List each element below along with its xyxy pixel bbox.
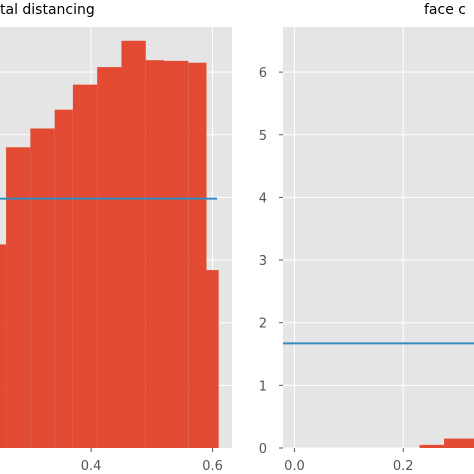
x-tick-label: 0.6: [202, 459, 223, 474]
histogram-bar: [188, 62, 207, 449]
x-tick-label: 0.4: [81, 459, 102, 474]
x-tick-label: 0.0: [284, 459, 305, 474]
y-tick-label: 6: [259, 66, 267, 81]
histogram-bar: [30, 128, 55, 448]
histogram-bar: [419, 444, 445, 448]
histogram-bar: [72, 84, 98, 448]
y-tick-label: 3: [259, 254, 267, 269]
y-tick-label: 5: [259, 129, 267, 144]
panel-face-covering: 0.0 0.2 0 1 2 3 4 5 6 face c: [259, 2, 474, 474]
histogram-bar: [145, 60, 164, 449]
histogram-bar: [0, 244, 7, 448]
y-tick-label: 0: [259, 442, 267, 457]
histogram-bar: [97, 67, 122, 448]
x-tick-label: 0.2: [393, 459, 414, 474]
chart-title: face c: [424, 2, 466, 18]
histogram-bar: [6, 147, 31, 449]
y-tick-label: 1: [259, 379, 267, 394]
histogram-bar: [121, 40, 146, 448]
histogram-bar: [163, 60, 189, 449]
histogram-bar: [444, 438, 474, 448]
panel-social-distancing: 0.4 0.6 tal distancing: [0, 2, 232, 474]
y-tick-label: 2: [259, 317, 267, 332]
y-tick-label: 4: [259, 191, 267, 206]
plot-area: [283, 27, 474, 448]
chart-title: tal distancing: [0, 2, 95, 18]
histogram-bar: [54, 109, 73, 449]
histogram-bar: [206, 270, 219, 448]
